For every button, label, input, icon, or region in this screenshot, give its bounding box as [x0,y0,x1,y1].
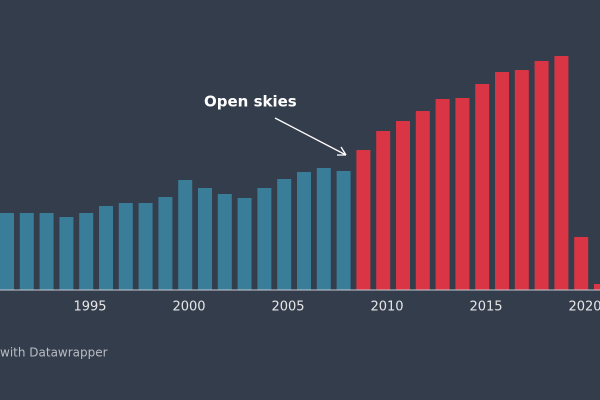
bar [435,99,450,290]
bar [415,111,430,290]
bar [297,172,311,290]
x-tick-label: 2020 [568,300,600,315]
bar [594,284,600,290]
bar [554,56,569,290]
bar [39,213,54,290]
bar [475,84,490,290]
bar [455,98,470,290]
bar [514,70,529,290]
annotation-arrow [274,117,347,156]
arrow-head [337,146,347,156]
bar [495,72,509,290]
bar [158,197,173,290]
bar [574,237,589,290]
bar [198,188,212,290]
bar [118,203,133,290]
bar [59,217,74,290]
x-tick-label: 2005 [271,300,304,315]
x-tick-label: 2010 [370,300,403,315]
annotation: Open skies [204,93,297,111]
x-tick-label: 2000 [172,300,205,315]
bar [217,194,232,290]
x-tick-label: 2015 [469,300,502,315]
bar [534,61,549,290]
bar [0,213,14,290]
bar [336,171,351,290]
bar [237,198,252,290]
bar [277,179,292,290]
bar [396,121,410,290]
bar [316,168,331,290]
bar [257,188,272,290]
bar [356,150,371,290]
bar [99,206,113,290]
bar [79,213,94,290]
bar [376,131,391,290]
bar [19,213,34,290]
x-tick-label: 1995 [73,300,106,315]
bar [138,203,153,290]
bar [178,180,193,290]
credit: with Datawrapper [0,346,108,360]
